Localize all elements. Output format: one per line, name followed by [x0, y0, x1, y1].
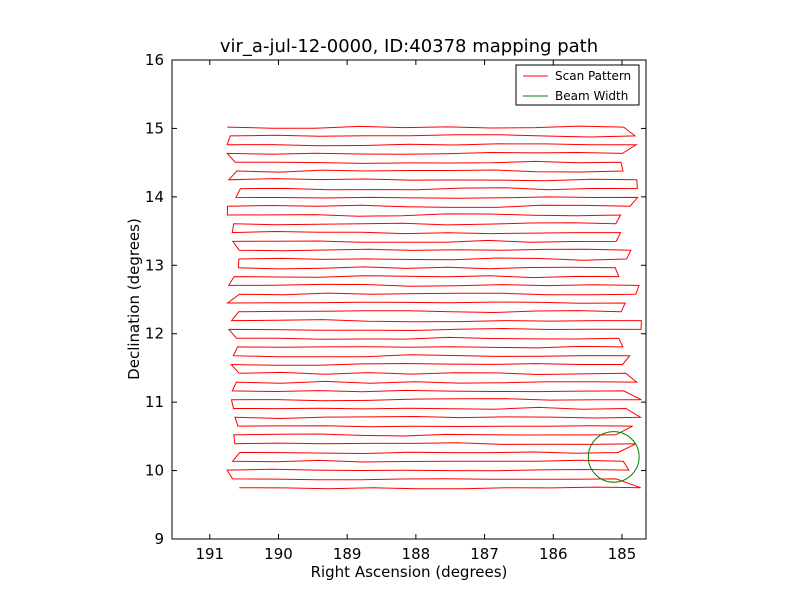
y-axis-title: Declination (degrees)	[125, 218, 143, 380]
x-tick-label: 191	[195, 545, 224, 563]
y-tick-label: 15	[145, 119, 164, 137]
y-tick-label: 16	[145, 51, 164, 69]
scan-pattern-line	[226, 125, 643, 490]
y-tick-label: 9	[154, 530, 164, 548]
x-tick-label: 186	[539, 545, 568, 563]
x-axis: 191 190 189 188 187 186 185	[195, 60, 636, 563]
legend: Scan Pattern Beam Width	[515, 64, 640, 106]
legend-label-scan-pattern: Scan Pattern	[555, 69, 631, 83]
y-tick-label: 13	[145, 256, 164, 274]
y-axis: 9 10 11 12 13 14 15 16	[145, 51, 646, 548]
legend-box	[515, 64, 640, 106]
y-tick-label: 10	[145, 462, 164, 480]
plot-frame	[171, 59, 647, 540]
x-axis-title: Right Ascension (degrees)	[311, 563, 508, 581]
legend-label-beam-width: Beam Width	[555, 89, 628, 103]
y-tick-label: 12	[145, 325, 164, 343]
y-tick-label: 14	[145, 188, 164, 206]
x-tick-label: 188	[402, 545, 431, 563]
x-tick-label: 189	[333, 545, 362, 563]
y-tick-label: 11	[145, 393, 164, 411]
chart-title: vir_a-jul-12-0000, ID:40378 mapping path	[220, 36, 598, 57]
plot-area	[226, 125, 643, 490]
beam-width-circle	[587, 431, 640, 483]
x-tick-label: 187	[470, 545, 499, 563]
x-tick-label: 190	[264, 545, 293, 563]
x-tick-label: 185	[608, 545, 637, 563]
